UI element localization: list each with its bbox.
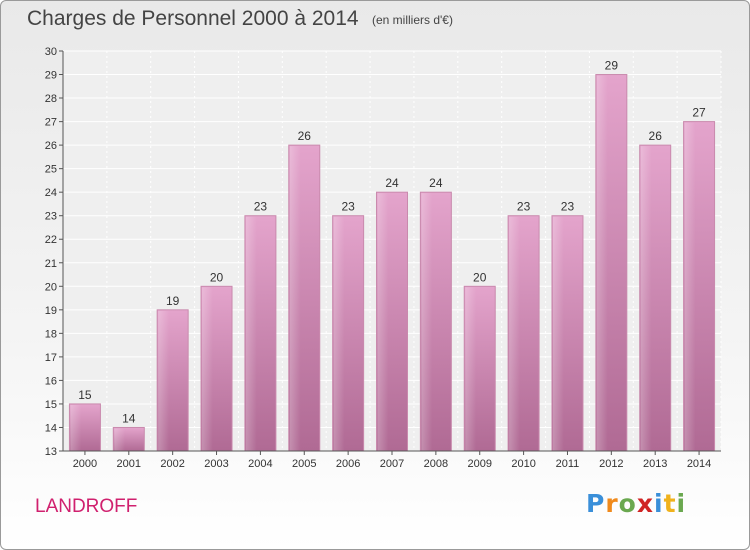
bar-highlight bbox=[640, 146, 652, 451]
y-tick-label: 20 bbox=[45, 281, 57, 293]
logo-letter: x bbox=[636, 489, 654, 518]
bar-highlight bbox=[421, 193, 433, 452]
x-tick-label: 2010 bbox=[511, 458, 535, 470]
bar-highlight bbox=[70, 404, 82, 451]
x-tick-label: 2014 bbox=[687, 458, 711, 470]
x-tick-label: 2003 bbox=[204, 458, 228, 470]
data-label-2014: 27 bbox=[692, 106, 706, 120]
y-tick-label: 25 bbox=[45, 164, 57, 176]
y-tick-label: 26 bbox=[45, 140, 57, 152]
y-tick-label: 14 bbox=[45, 422, 57, 434]
data-label-2011: 23 bbox=[561, 200, 575, 214]
data-label-2007: 24 bbox=[385, 176, 399, 190]
bar-highlight bbox=[114, 428, 126, 451]
y-tick-label: 13 bbox=[45, 446, 57, 458]
bar-highlight bbox=[289, 146, 301, 451]
x-tick-label: 2011 bbox=[556, 458, 580, 470]
data-label-2012: 29 bbox=[605, 59, 619, 73]
y-tick-label: 24 bbox=[45, 187, 57, 199]
x-tick-label: 2006 bbox=[336, 458, 360, 470]
x-tick-label: 2005 bbox=[292, 458, 316, 470]
proxiti-logo: Proxiti bbox=[586, 489, 686, 518]
y-tick-label: 15 bbox=[45, 399, 57, 411]
y-tick-label: 30 bbox=[45, 46, 57, 58]
bar-highlight bbox=[202, 287, 213, 451]
x-tick-label: 2004 bbox=[248, 458, 272, 470]
bar-highlight bbox=[509, 216, 520, 451]
chart-title: Charges de Personnel 2000 à 2014 bbox=[27, 7, 359, 30]
y-tick-label: 29 bbox=[45, 70, 57, 82]
y-tick-label: 16 bbox=[45, 375, 57, 387]
commune-name: LANDROFF bbox=[35, 496, 138, 517]
data-label-2008: 24 bbox=[429, 176, 443, 190]
data-label-2013: 26 bbox=[649, 129, 663, 143]
logo-letter: t bbox=[663, 489, 677, 518]
bar-highlight bbox=[684, 122, 696, 452]
data-label-2000: 15 bbox=[78, 388, 92, 402]
x-tick-label: 2012 bbox=[599, 458, 623, 470]
bar-highlight bbox=[596, 75, 608, 451]
y-tick-label: 18 bbox=[45, 328, 57, 340]
data-label-2005: 26 bbox=[298, 129, 312, 143]
x-tick-label: 2000 bbox=[73, 458, 97, 470]
y-tick-label: 27 bbox=[45, 117, 57, 129]
data-label-2004: 23 bbox=[254, 200, 268, 214]
data-label-2006: 23 bbox=[341, 200, 355, 214]
data-label-2002: 19 bbox=[166, 294, 180, 308]
data-label-2010: 23 bbox=[517, 200, 531, 214]
y-tick-label: 19 bbox=[45, 305, 57, 317]
y-tick-label: 23 bbox=[45, 211, 57, 223]
logo-letter: r bbox=[605, 489, 619, 518]
y-tick-label: 21 bbox=[45, 258, 57, 270]
x-tick-label: 2002 bbox=[160, 458, 184, 470]
y-tick-label: 17 bbox=[45, 352, 57, 364]
bar-highlight bbox=[333, 216, 345, 451]
bar-highlight bbox=[158, 310, 170, 451]
logo-letter: i bbox=[654, 489, 664, 518]
bar-highlight bbox=[377, 193, 389, 452]
data-label-2009: 20 bbox=[473, 270, 487, 284]
x-tick-label: 2001 bbox=[117, 458, 141, 470]
x-tick-label: 2013 bbox=[643, 458, 667, 470]
logo-letter: i bbox=[676, 489, 687, 518]
x-tick-label: 2008 bbox=[424, 458, 448, 470]
x-tick-label: 2009 bbox=[467, 458, 491, 470]
chart-subtitle: (en milliers d'€) bbox=[372, 13, 453, 27]
logo-letter: P bbox=[586, 489, 606, 518]
y-tick-label: 28 bbox=[45, 93, 57, 105]
x-tick-label: 2007 bbox=[380, 458, 404, 470]
bar-highlight bbox=[245, 216, 257, 451]
logo-letter: o bbox=[618, 489, 637, 518]
data-label-2003: 20 bbox=[210, 270, 224, 284]
y-tick-label: 22 bbox=[45, 234, 57, 246]
bar-highlight bbox=[552, 216, 564, 451]
bar-highlight bbox=[465, 287, 477, 451]
data-label-2001: 14 bbox=[122, 411, 136, 425]
